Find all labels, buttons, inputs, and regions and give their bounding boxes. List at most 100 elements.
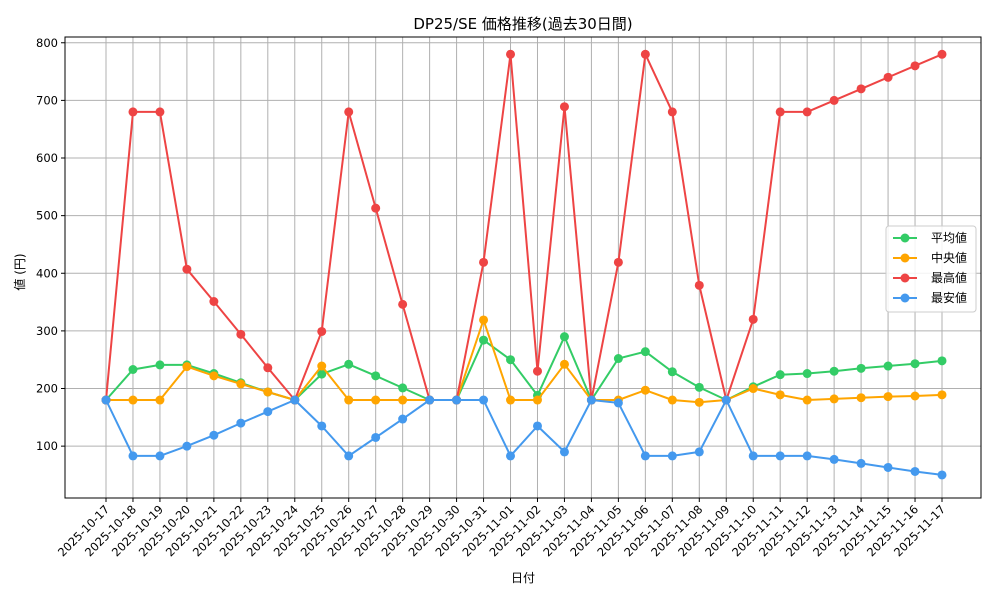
y-axis-ticks: 100 200 300 400 500 600 700 800 bbox=[36, 36, 65, 453]
y-tick-label: 200 bbox=[36, 382, 58, 396]
data-point bbox=[883, 72, 893, 82]
data-point bbox=[506, 395, 516, 405]
data-point bbox=[128, 107, 138, 117]
legend-item: 中央値 bbox=[893, 250, 967, 265]
data-point bbox=[290, 395, 300, 405]
data-point bbox=[856, 363, 866, 373]
data-point bbox=[937, 49, 947, 59]
data-point bbox=[425, 395, 435, 405]
data-point bbox=[128, 364, 138, 374]
data-point bbox=[694, 397, 704, 407]
data-point bbox=[398, 383, 408, 393]
data-point bbox=[775, 451, 785, 461]
y-tick-label: 100 bbox=[36, 439, 58, 453]
y-tick-label: 700 bbox=[36, 93, 58, 107]
data-point bbox=[182, 362, 192, 372]
data-point bbox=[883, 392, 893, 402]
data-point bbox=[748, 384, 758, 394]
data-point bbox=[344, 359, 354, 369]
data-point bbox=[640, 347, 650, 357]
data-point bbox=[829, 454, 839, 464]
data-point bbox=[748, 451, 758, 461]
data-point bbox=[344, 451, 354, 461]
data-point bbox=[802, 369, 812, 379]
data-point bbox=[263, 387, 273, 397]
data-point bbox=[748, 314, 758, 324]
data-point bbox=[640, 451, 650, 461]
data-point bbox=[317, 326, 327, 336]
legend-label: 中央値 bbox=[931, 250, 967, 265]
data-point bbox=[667, 395, 677, 405]
data-point bbox=[856, 458, 866, 468]
data-point bbox=[479, 335, 489, 345]
data-point bbox=[532, 395, 542, 405]
chart-title: DP25/SE 価格推移(過去30日間) bbox=[413, 15, 632, 33]
y-tick-label: 800 bbox=[36, 36, 58, 50]
data-point bbox=[613, 354, 623, 364]
legend-swatch-marker bbox=[900, 253, 910, 263]
x-axis-label: 日付 bbox=[511, 571, 535, 585]
plot-frame bbox=[64, 36, 982, 499]
legend-item: 最高値 bbox=[893, 270, 967, 285]
series-line bbox=[106, 318, 943, 404]
data-point bbox=[398, 299, 408, 309]
data-point bbox=[479, 257, 489, 267]
data-point bbox=[209, 430, 219, 440]
data-point bbox=[559, 447, 569, 457]
data-point bbox=[910, 391, 920, 401]
data-point bbox=[910, 359, 920, 369]
data-point bbox=[694, 382, 704, 392]
data-point bbox=[613, 257, 623, 267]
data-point bbox=[155, 395, 165, 405]
data-point bbox=[236, 418, 246, 428]
data-point bbox=[829, 95, 839, 105]
data-point bbox=[937, 470, 947, 480]
data-point bbox=[344, 107, 354, 117]
data-point bbox=[532, 366, 542, 376]
data-point bbox=[209, 296, 219, 306]
legend-box bbox=[885, 225, 977, 313]
y-tick-label: 500 bbox=[36, 209, 58, 223]
data-point bbox=[506, 451, 516, 461]
data-point bbox=[506, 49, 516, 59]
data-point bbox=[506, 355, 516, 365]
y-tick-label: 300 bbox=[36, 324, 58, 338]
data-point bbox=[883, 361, 893, 371]
data-point bbox=[667, 451, 677, 461]
data-point bbox=[856, 393, 866, 403]
data-point bbox=[937, 356, 947, 366]
data-point bbox=[317, 421, 327, 431]
data-point bbox=[937, 390, 947, 400]
legend-swatch-marker bbox=[900, 233, 910, 243]
data-point bbox=[640, 49, 650, 59]
legend-swatch-marker bbox=[900, 273, 910, 283]
data-point bbox=[236, 379, 246, 389]
data-point bbox=[263, 363, 273, 373]
legend-label: 最安値 bbox=[931, 290, 967, 305]
data-point bbox=[371, 395, 381, 405]
data-point bbox=[667, 107, 677, 117]
data-point bbox=[371, 432, 381, 442]
data-point bbox=[775, 107, 785, 117]
data-point bbox=[667, 367, 677, 377]
data-point bbox=[155, 360, 165, 370]
legend-item: 最安値 bbox=[893, 290, 967, 305]
data-point bbox=[263, 407, 273, 417]
data-point bbox=[182, 264, 192, 274]
data-point bbox=[640, 385, 650, 395]
data-point bbox=[317, 369, 327, 379]
legend-swatch-marker bbox=[900, 293, 910, 303]
data-point bbox=[802, 107, 812, 117]
data-point bbox=[559, 102, 569, 112]
data-point bbox=[775, 370, 785, 380]
data-point bbox=[910, 61, 920, 71]
series-4 bbox=[101, 395, 947, 480]
y-tick-label: 400 bbox=[36, 266, 58, 280]
data-point bbox=[155, 451, 165, 461]
legend-label: 平均値 bbox=[931, 230, 967, 245]
data-point bbox=[398, 414, 408, 424]
data-point bbox=[128, 395, 138, 405]
data-point bbox=[371, 371, 381, 381]
